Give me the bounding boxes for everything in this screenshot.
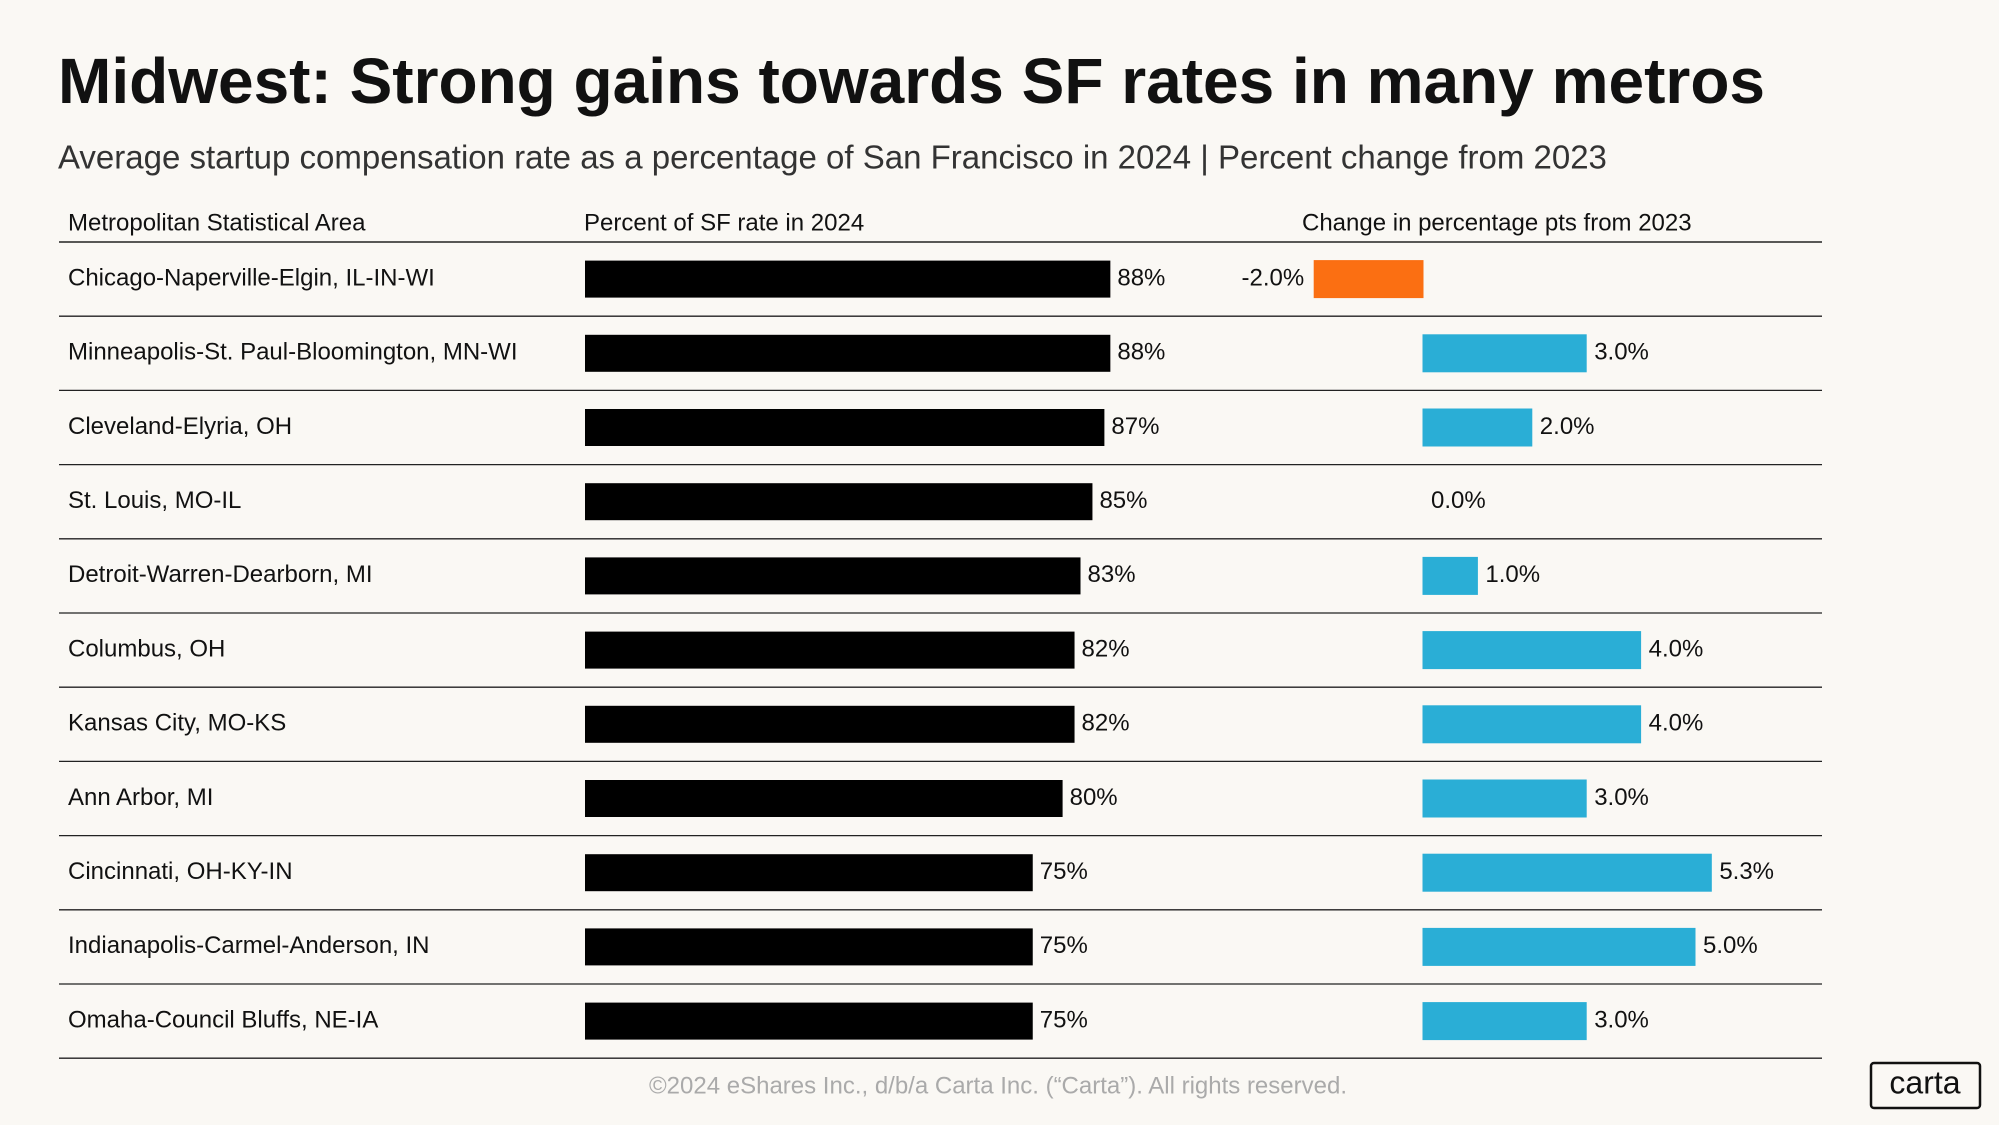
value-label: 83%	[1088, 561, 1136, 588]
footer: ©2024 eShares Inc., d/b/a Carta Inc. (“C…	[649, 1072, 1347, 1099]
value-label: 75%	[1040, 1006, 1088, 1033]
bar	[585, 557, 1081, 595]
column-header: Metropolitan Statistical Area	[68, 209, 366, 236]
row-label: Columbus, OH	[68, 635, 225, 662]
row-label: Kansas City, MO-KS	[68, 710, 286, 737]
bar	[1422, 556, 1478, 595]
value-label: 3.0%	[1594, 784, 1649, 811]
value-label: 5.0%	[1703, 932, 1758, 959]
value-label: 88%	[1117, 264, 1165, 291]
bar	[585, 928, 1033, 966]
value-label: 0.0%	[1431, 487, 1486, 514]
value-label: 5.3%	[1719, 858, 1774, 885]
value-label: 3.0%	[1594, 1006, 1649, 1033]
row-label: Minneapolis-St. Paul-Bloomington, MN-WI	[68, 339, 518, 366]
bar	[1422, 1002, 1587, 1041]
column-header: Change in percentage pts from 2023	[1302, 209, 1692, 236]
bar	[1313, 260, 1424, 299]
bar	[1422, 334, 1587, 373]
bar	[585, 705, 1075, 743]
logo: carta	[1889, 1064, 1960, 1100]
row-label: Omaha-Council Bluffs, NE-IA	[68, 1006, 378, 1033]
bar	[1422, 631, 1642, 670]
row-label: Indianapolis-Carmel-Anderson, IN	[68, 932, 430, 959]
chart-title: Midwest: Strong gains towards SF rates i…	[58, 45, 1765, 117]
bar	[585, 260, 1111, 298]
value-label: 85%	[1099, 487, 1147, 514]
bar	[585, 1002, 1033, 1040]
bar	[585, 780, 1063, 817]
bar	[585, 854, 1033, 892]
row-label: St. Louis, MO-IL	[68, 487, 241, 514]
value-label: 4.0%	[1649, 635, 1704, 662]
value-label: 87%	[1111, 413, 1159, 440]
value-label: 2.0%	[1540, 413, 1595, 440]
value-label: 82%	[1082, 635, 1130, 662]
value-label: 88%	[1117, 339, 1165, 366]
bar	[585, 334, 1111, 372]
row-label: Detroit-Warren-Dearborn, MI	[68, 561, 373, 588]
row-label: Ann Arbor, MI	[68, 784, 213, 811]
bar	[585, 409, 1105, 446]
bar	[1422, 853, 1712, 892]
value-label: 75%	[1040, 932, 1088, 959]
value-label: -2.0%	[1241, 264, 1304, 291]
chart-subtitle: Average startup compensation rate as a p…	[58, 139, 1607, 176]
value-label: 4.0%	[1649, 710, 1704, 737]
value-label: 75%	[1040, 858, 1088, 885]
bar	[585, 631, 1075, 669]
bar	[585, 483, 1093, 521]
row-label: Cleveland-Elyria, OH	[68, 413, 292, 440]
value-label: 82%	[1082, 710, 1130, 737]
column-header: Percent of SF rate in 2024	[584, 209, 864, 236]
bar	[1422, 779, 1587, 818]
bar	[1422, 408, 1533, 447]
row-label: Cincinnati, OH-KY-IN	[68, 858, 293, 885]
value-label: 3.0%	[1594, 339, 1649, 366]
row-label: Chicago-Naperville-Elgin, IL-IN-WI	[68, 264, 435, 291]
bar	[1422, 927, 1696, 966]
value-label: 80%	[1070, 784, 1118, 811]
bar	[1422, 705, 1642, 744]
value-label: 1.0%	[1485, 561, 1540, 588]
logo-box	[1869, 1061, 1982, 1110]
